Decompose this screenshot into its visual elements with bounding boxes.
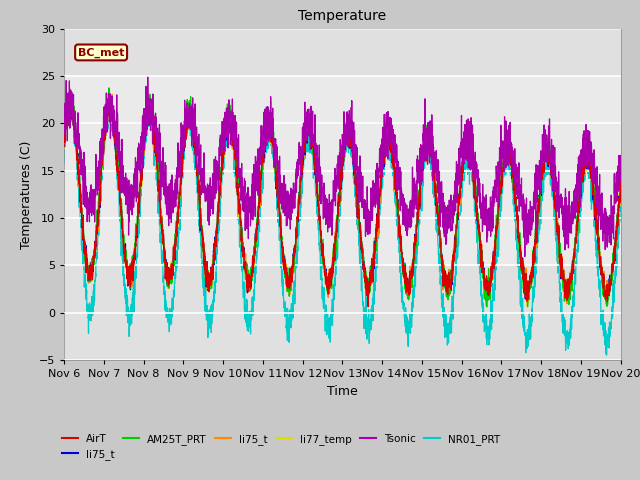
Text: BC_met: BC_met	[78, 48, 124, 58]
Legend: AirT, li75_t, AM25T_PRT, li75_t, li77_temp, Tsonic, NR01_PRT: AirT, li75_t, AM25T_PRT, li75_t, li77_te…	[58, 430, 504, 464]
X-axis label: Time: Time	[327, 384, 358, 397]
Y-axis label: Temperatures (C): Temperatures (C)	[20, 140, 33, 249]
Title: Temperature: Temperature	[298, 10, 387, 24]
Bar	[64, 76, 621, 265]
